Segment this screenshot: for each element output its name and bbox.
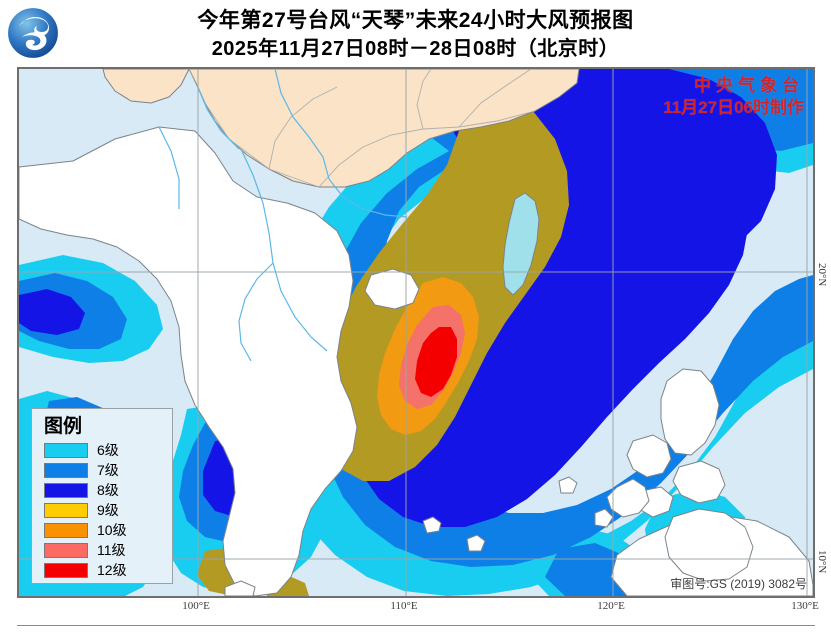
legend-label-8: 8级 bbox=[97, 482, 119, 498]
map-approval-number: 审图号:GS (2019) 3082号 bbox=[670, 577, 807, 591]
legend-title: 图例 bbox=[44, 416, 83, 437]
cma-logo-icon bbox=[5, 5, 61, 61]
graticule bbox=[19, 69, 813, 596]
legend: 图例 6级 7级 8级 9级 10级 11级 12级 bbox=[31, 408, 173, 584]
longitude-axis: 100°E 110°E 120°E 130°E bbox=[17, 600, 819, 624]
legend-item: 9级 bbox=[44, 501, 172, 520]
legend-swatch-6 bbox=[44, 443, 88, 458]
legend-swatch-11 bbox=[44, 543, 88, 558]
legend-item: 7级 bbox=[44, 461, 172, 480]
wind-band-level-12 bbox=[415, 327, 457, 397]
legend-label-11: 11级 bbox=[97, 542, 126, 558]
china-landmass bbox=[102, 69, 580, 218]
lon-tick-110e: 110°E bbox=[390, 600, 418, 612]
lon-tick-100e: 100°E bbox=[182, 600, 210, 612]
legend-item: 8级 bbox=[44, 481, 172, 500]
agency-stamp: 中央气象台 11月27日06时制作 bbox=[663, 75, 804, 119]
title-line-secondary: 2025年11月27日08时－28日08时（北京时） bbox=[211, 38, 620, 60]
rivers bbox=[158, 126, 328, 362]
legend-swatch-12 bbox=[44, 563, 88, 578]
landmasses bbox=[19, 126, 813, 596]
legend-item: 10级 bbox=[44, 521, 172, 540]
legend-swatch-9 bbox=[44, 503, 88, 518]
lon-tick-120e: 120°E bbox=[597, 600, 625, 612]
footer-divider bbox=[17, 625, 815, 626]
forecast-map[interactable]: 中央气象台 11月27日06时制作 审图号:GS (2019) 3082号 图例… bbox=[17, 67, 815, 598]
legend-item: 6级 bbox=[44, 441, 172, 460]
legend-label-10: 10级 bbox=[97, 522, 127, 538]
latitude-axis: 20°N 10°N bbox=[816, 67, 831, 598]
agency-name: 中央气象台 bbox=[694, 76, 804, 95]
legend-label-12: 12级 bbox=[97, 562, 127, 578]
legend-label-9: 9级 bbox=[97, 502, 119, 518]
agency-issue-time: 11月27日06时制作 bbox=[663, 98, 804, 117]
legend-swatch-7 bbox=[44, 463, 88, 478]
legend-label-7: 7级 bbox=[97, 462, 119, 478]
legend-label-6: 6级 bbox=[97, 442, 119, 458]
lon-tick-130e: 130°E bbox=[791, 600, 819, 612]
legend-swatch-8 bbox=[44, 483, 88, 498]
legend-item: 11级 bbox=[44, 541, 172, 560]
page-title: 今年第27号台风“天琴”未来24小时大风预报图 2025年11月27日08时－2… bbox=[0, 6, 831, 63]
title-line-primary: 今年第27号台风“天琴”未来24小时大风预报图 bbox=[197, 9, 634, 32]
legend-item: 12级 bbox=[44, 561, 172, 580]
lat-tick-20n: 20°N bbox=[816, 263, 828, 287]
lat-tick-10n: 10°N bbox=[816, 550, 828, 574]
legend-swatch-10 bbox=[44, 523, 88, 538]
